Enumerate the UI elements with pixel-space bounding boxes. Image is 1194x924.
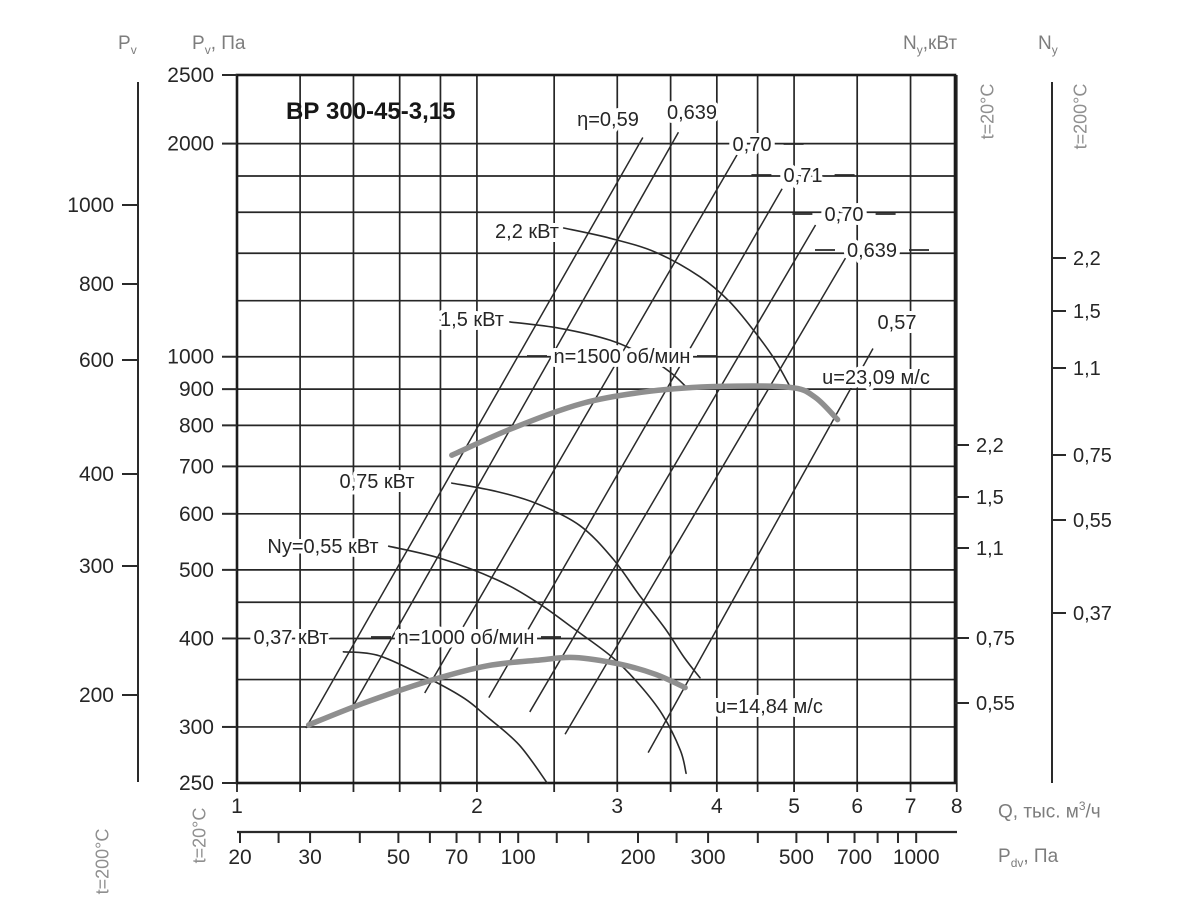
svg-text:0,37: 0,37 [1073,603,1112,625]
temp-label-left-inner: t=20°C [189,807,210,864]
svg-text:1: 1 [231,795,243,818]
svg-text:2500: 2500 [167,64,214,87]
svg-text:300: 300 [179,716,214,739]
svg-text:0,639: 0,639 [667,102,717,124]
svg-text:100: 100 [501,846,536,869]
svg-text:1,5: 1,5 [1073,301,1101,323]
svg-text:0,639: 0,639 [847,240,897,262]
svg-text:600: 600 [79,349,114,372]
svg-text:700: 700 [837,846,872,869]
svg-text:900: 900 [179,378,214,401]
svg-text:400: 400 [179,627,214,650]
svg-text:3: 3 [611,795,623,818]
svg-text:200: 200 [79,684,114,707]
svg-text:6: 6 [851,795,863,818]
svg-text:300: 300 [79,555,114,578]
svg-text:1,1: 1,1 [1073,358,1101,380]
svg-text:2,2: 2,2 [976,435,1004,457]
svg-text:n=1000 об/мин: n=1000 об/мин [398,627,535,649]
svg-text:1000: 1000 [67,194,114,217]
svg-text:n=1500 об/мин: n=1500 об/мин [554,346,691,368]
svg-text:400: 400 [79,463,114,486]
svg-text:700: 700 [179,455,214,478]
svg-text:7: 7 [905,795,917,818]
svg-text:2000: 2000 [167,133,214,156]
svg-text:800: 800 [79,273,114,296]
svg-text:0,75: 0,75 [976,628,1015,650]
temp-label-left-outer: t=200°C [92,828,113,895]
svg-text:1,5 кВт: 1,5 кВт [440,309,504,331]
temp-label-right-outer: t=200°C [1070,83,1091,150]
svg-text:2,2 кВт: 2,2 кВт [495,221,559,243]
svg-text:800: 800 [179,414,214,437]
svg-text:0,57: 0,57 [878,312,917,334]
svg-text:0,75 кВт: 0,75 кВт [339,471,414,493]
svg-text:0,55: 0,55 [1073,510,1112,532]
svg-text:1,5: 1,5 [976,487,1004,509]
svg-text:5: 5 [788,795,800,818]
svg-text:0,70: 0,70 [825,204,864,226]
svg-text:u=23,09 м/с: u=23,09 м/с [822,367,930,389]
svg-text:2: 2 [471,795,483,818]
temp-label-right-inner: t=20°C [977,83,998,140]
svg-text:1000: 1000 [167,346,214,369]
axis-title-pw-inner: Pv, Па [192,33,246,57]
axis-title-q: Q, тыс. м3/ч [998,799,1101,823]
axis-title-ny-kw: Nу,кВт [903,33,958,57]
svg-text:70: 70 [445,846,468,869]
svg-text:200: 200 [620,846,655,869]
page-title: ВР 300-45-3,15 [286,98,456,125]
axis-title-ny: Nу [1038,33,1058,57]
svg-text:250: 250 [179,772,214,795]
svg-text:4: 4 [711,795,723,818]
svg-text:0,37 кВт: 0,37 кВт [253,627,328,649]
svg-text:η=0,59: η=0,59 [577,109,639,131]
svg-text:600: 600 [179,503,214,526]
svg-text:300: 300 [691,846,726,869]
svg-text:1,1: 1,1 [976,538,1004,560]
svg-text:1000: 1000 [893,846,940,869]
svg-text:20: 20 [228,846,251,869]
svg-text:500: 500 [779,846,814,869]
svg-text:50: 50 [387,846,410,869]
axis-title-pv-outer: Pv [118,33,137,57]
svg-text:0,55: 0,55 [976,693,1015,715]
svg-text:0,75: 0,75 [1073,445,1112,467]
svg-text:Nу=0,55 кВт: Nу=0,55 кВт [267,536,378,558]
svg-text:0,70: 0,70 [733,134,772,156]
svg-text:30: 30 [298,846,321,869]
svg-text:500: 500 [179,559,214,582]
axis-title-pdv: Pdv, Па [998,846,1059,870]
svg-text:u=14,84 м/с: u=14,84 м/с [715,696,823,718]
svg-text:2,2: 2,2 [1073,248,1101,270]
svg-text:0,71: 0,71 [784,165,823,187]
svg-text:8: 8 [951,795,963,818]
